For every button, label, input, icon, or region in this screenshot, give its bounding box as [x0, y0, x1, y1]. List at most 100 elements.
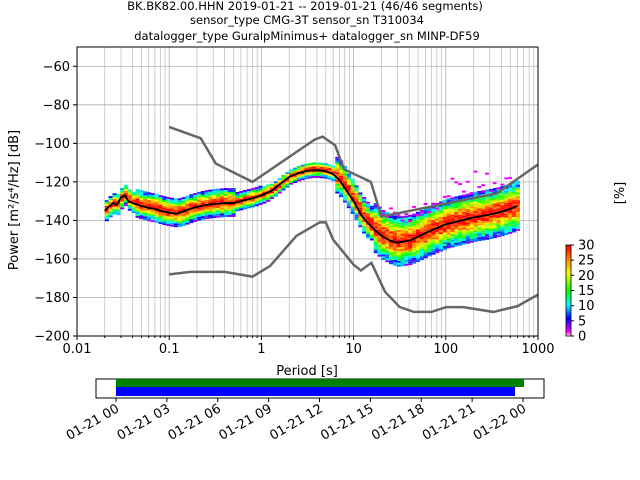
density-cell	[381, 231, 386, 234]
density-cell	[427, 233, 432, 236]
density-cell	[346, 185, 351, 187]
density-cell	[469, 229, 474, 232]
density-cell	[342, 192, 348, 195]
density-cell	[362, 231, 367, 234]
density-cell	[204, 199, 209, 202]
density-cell	[462, 229, 467, 232]
density-cell	[350, 200, 355, 203]
density-cell	[208, 195, 213, 198]
density-cell	[381, 227, 386, 230]
density-cell	[454, 217, 459, 220]
density-cell	[331, 179, 336, 182]
density-cell	[204, 211, 209, 214]
density-cell	[212, 210, 217, 213]
density-cell	[454, 229, 459, 232]
density-cell	[331, 169, 336, 172]
density-cell	[488, 188, 494, 191]
density-cell	[189, 198, 194, 201]
density-cell	[458, 218, 463, 221]
density-cell	[392, 221, 398, 224]
density-cell	[481, 192, 486, 195]
density-cell	[254, 192, 259, 195]
density-cell	[296, 167, 301, 170]
density-cell	[488, 235, 494, 238]
density-cell	[438, 211, 444, 213]
density-cell	[342, 175, 348, 178]
density-cell	[227, 197, 232, 200]
density-cell	[365, 220, 371, 223]
density-cell	[335, 156, 340, 159]
density-cell	[458, 207, 463, 209]
density-cell	[373, 220, 378, 223]
density-cell	[496, 229, 501, 232]
density-cell	[354, 202, 359, 205]
density-cell	[458, 197, 463, 200]
density-cell	[508, 224, 513, 227]
density-cell	[431, 214, 436, 217]
density-cell	[400, 218, 405, 221]
density-cell	[462, 202, 467, 205]
density-cell	[362, 225, 367, 228]
density-cell	[442, 244, 447, 246]
density-cell	[458, 214, 463, 217]
density-cell	[208, 205, 213, 207]
density-cell	[181, 214, 186, 217]
density-cell	[412, 238, 417, 241]
density-cell	[193, 194, 198, 197]
colorbar-segment	[566, 258, 571, 261]
density-cell	[465, 214, 471, 217]
density-cell	[331, 175, 336, 178]
density-cell	[254, 202, 259, 205]
density-cell	[220, 192, 225, 195]
density-cell	[381, 256, 386, 259]
density-cell	[335, 189, 340, 192]
density-cell	[477, 202, 482, 205]
density-outlier	[400, 219, 405, 222]
density-cell	[208, 208, 213, 211]
density-cell	[450, 199, 455, 202]
density-cell	[381, 254, 386, 257]
density-cell	[266, 188, 271, 191]
colorbar-segment	[566, 270, 571, 273]
density-cell	[496, 196, 501, 199]
density-cell	[481, 213, 486, 216]
density-cell	[427, 252, 432, 255]
density-cell	[339, 185, 344, 188]
density-outlier	[415, 214, 420, 217]
density-cell	[216, 204, 221, 207]
density-cell	[450, 245, 455, 248]
density-cell	[369, 209, 374, 212]
density-cell	[177, 219, 182, 222]
density-cell	[446, 229, 451, 231]
density-cell	[181, 197, 186, 199]
density-cell	[508, 231, 513, 234]
colorbar-segment	[566, 287, 571, 290]
density-cell	[508, 214, 513, 217]
density-cell	[250, 201, 255, 204]
density-cell	[415, 244, 421, 247]
density-cell	[131, 209, 136, 212]
density-cell	[354, 189, 359, 192]
y-tick-label: −60	[43, 60, 70, 75]
density-cell	[350, 192, 355, 195]
density-cell	[385, 242, 390, 245]
density-cell	[511, 197, 517, 200]
density-cell	[181, 208, 186, 211]
density-cell	[442, 247, 447, 250]
density-cell	[204, 217, 209, 220]
density-cell	[412, 219, 417, 222]
density-cell	[427, 246, 432, 249]
density-cell	[123, 190, 129, 193]
density-cell	[496, 227, 501, 230]
density-cell	[446, 219, 451, 222]
density-cell	[515, 225, 520, 228]
density-cell	[511, 190, 517, 192]
density-cell	[346, 194, 351, 197]
density-cell	[485, 189, 490, 192]
density-cell	[465, 234, 471, 237]
density-cell	[515, 227, 520, 229]
noise-model-low	[169, 221, 539, 314]
density-cell	[492, 230, 497, 233]
colorbar-segment	[566, 307, 571, 310]
density-cell	[485, 212, 490, 215]
